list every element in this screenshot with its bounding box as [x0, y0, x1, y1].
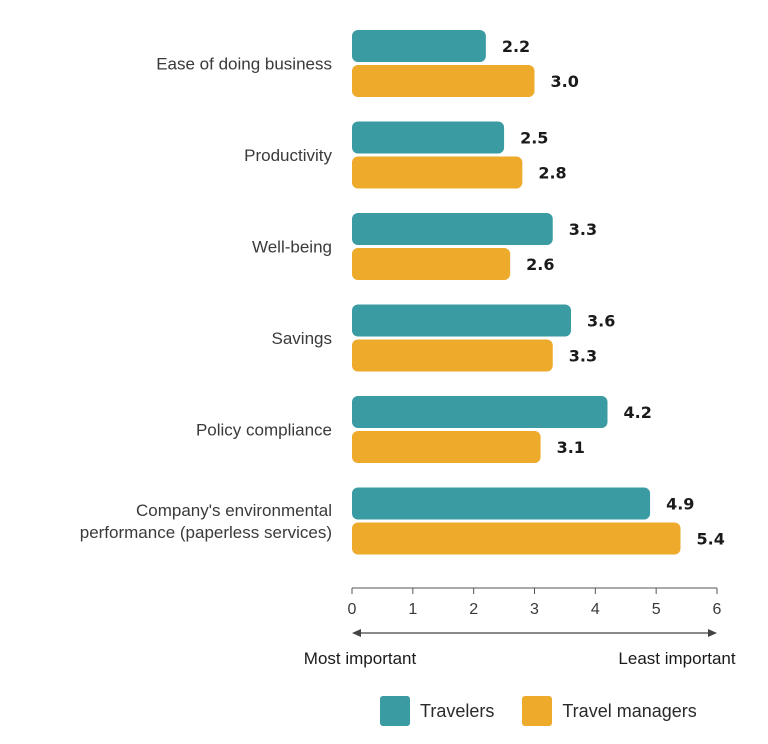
category-label-policy-compliance: Policy compliance: [196, 421, 332, 440]
category-label-well-being: Well-being: [252, 238, 332, 257]
value-label-travel-managers-company-s-environmental-performance-paperless-services: 5.4: [697, 530, 725, 549]
most-important-label: Most important: [304, 649, 417, 668]
value-label-travelers-policy-compliance: 4.2: [624, 403, 652, 422]
bar-travel-managers-ease-of-doing-business: [352, 65, 535, 97]
x-axis: 0 1 2 3 4 5 6 Most important Least important: [304, 587, 736, 668]
x-tick-label-2: 2: [469, 601, 478, 618]
legend-swatch-travelers: [380, 696, 410, 726]
legend-label-travel-managers: Travel managers: [562, 700, 697, 721]
category-label-company-s-environmental-performance-paperless-services-line-2: performance (paperless services): [80, 523, 332, 542]
least-important-label: Least important: [618, 649, 735, 668]
x-tick-label-1: 1: [408, 601, 417, 618]
value-label-travel-managers-well-being: 2.6: [526, 255, 554, 274]
bar-travel-managers-productivity: [352, 156, 523, 189]
x-tick-label-0: 0: [348, 601, 357, 618]
category-label-productivity: Productivity: [244, 146, 332, 165]
value-label-travelers-well-being: 3.3: [569, 220, 597, 239]
value-label-travel-managers-savings: 3.3: [569, 347, 597, 366]
value-label-travelers-company-s-environmental-performance-paperless-services: 4.9: [666, 495, 694, 514]
value-labels: 2.2 3.0 2.5 2.8 3.3 2.6 3.6 3.3 4.2 3.1 4.95.4: [502, 37, 725, 549]
value-label-travel-managers-policy-compliance: 3.1: [557, 438, 585, 457]
category-label-ease-of-doing-business: Ease of doing business: [156, 55, 332, 74]
bar-travelers-productivity: [352, 121, 505, 154]
bar-travelers-ease-of-doing-business: [352, 30, 486, 62]
value-label-travel-managers-ease-of-doing-business: 3.0: [551, 72, 579, 91]
legend-item-travel-managers: Travel managers: [522, 696, 697, 726]
value-label-travel-managers-productivity: 2.8: [538, 164, 566, 183]
legend-swatch-travel-managers: [522, 696, 553, 726]
category-label-savings: Savings: [272, 329, 332, 348]
value-label-travelers-ease-of-doing-business: 2.2: [502, 37, 530, 56]
legend-item-travelers: Travelers: [380, 696, 494, 726]
x-tick-label-3: 3: [530, 601, 539, 618]
x-tick-label-6: 6: [713, 601, 722, 618]
x-tick-label-4: 4: [591, 601, 600, 618]
category-label-company-s-environmental-performance-paperless-services-line-1: Company's environmental: [136, 501, 332, 520]
bar-travelers-policy-compliance: [352, 396, 608, 428]
bar-travel-managers-policy-compliance: [352, 431, 541, 463]
bars-group: [352, 30, 681, 555]
x-tick-label-5: 5: [652, 601, 661, 618]
bar-travelers-well-being: [352, 213, 553, 245]
value-label-travelers-savings: 3.6: [587, 312, 615, 331]
arrow-right-head: [708, 629, 717, 637]
bar-travel-managers-company-s-environmental-performance-paperless-services: [352, 522, 681, 555]
category-labels: Ease of doing business Productivity Well-b…: [80, 55, 333, 543]
bar-travel-managers-well-being: [352, 248, 511, 280]
bar-travelers-company-s-environmental-performance-paperless-services: [352, 487, 651, 520]
bar-travelers-savings: [352, 304, 571, 337]
bar-travel-managers-savings: [352, 339, 553, 372]
arrow-left-head: [352, 629, 361, 637]
value-label-travelers-productivity: 2.5: [520, 129, 548, 148]
legend-label-travelers: Travelers: [420, 700, 495, 721]
legend: Travelers Travel managers: [380, 696, 725, 726]
